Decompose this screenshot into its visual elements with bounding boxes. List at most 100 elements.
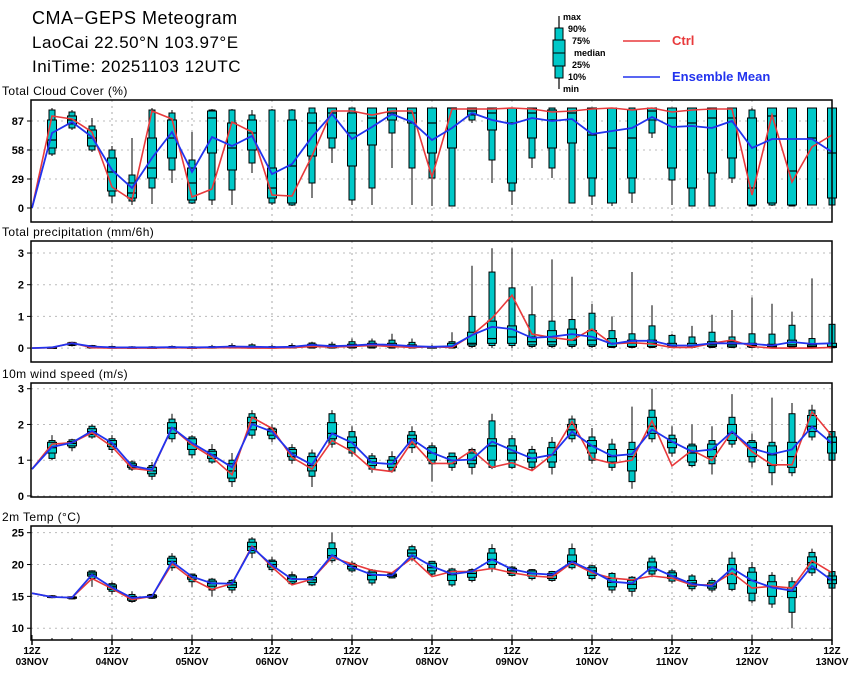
x-tick-date: 11NOV	[656, 657, 689, 668]
panel-frame	[30, 382, 833, 498]
box-plot-31	[647, 388, 657, 443]
y-tick-label: 29	[12, 174, 24, 186]
x-tick-hour: 12Z	[823, 646, 840, 657]
panel-3: 2m Temp (°C) 10 15 20 25	[2, 510, 837, 641]
box-plot-39	[807, 404, 817, 441]
x-tick-date: 09NOV	[496, 657, 529, 668]
box-plot-26	[547, 259, 557, 349]
x-tick-date: 08NOV	[416, 657, 449, 668]
box-plot-17	[367, 568, 377, 586]
box-p25-p75	[807, 107, 817, 206]
panel-2: 10m wind speed (m/s) 0 1 2 3	[2, 367, 837, 503]
box-p25-p75	[647, 416, 657, 434]
x-tick-date: 13NOV	[816, 657, 849, 668]
y-tick-label: 3	[18, 248, 24, 260]
box-plot-36	[747, 433, 757, 468]
panel-frame	[30, 240, 833, 363]
box-p25-p75	[487, 320, 497, 344]
box-plot-12	[267, 109, 277, 205]
y-tick-label: 15	[12, 591, 24, 603]
box-p25-p75	[567, 328, 577, 346]
box-p25-p75	[767, 581, 777, 597]
x-tick-hour: 12Z	[183, 646, 200, 657]
box-plot-27	[567, 107, 577, 204]
box-p25-p75	[687, 445, 697, 463]
box-plot-31	[647, 107, 657, 138]
box-p25-p75	[667, 107, 677, 169]
panel-0: Total Cloud Cover (%) 0 29 58 87	[2, 84, 837, 223]
init-time-label: IniTime: 20251103 12UTC	[32, 57, 241, 76]
legend-mean-label: Ensemble Mean	[672, 69, 771, 84]
box-plot-26	[547, 107, 557, 178]
legend-min: min	[563, 84, 580, 94]
box-plot-25	[527, 107, 537, 168]
box-plot-10	[227, 453, 237, 487]
box-plot-36	[747, 561, 757, 604]
location-label: LaoCai 22.50°N 103.97°E	[32, 33, 239, 52]
box-p10-p90	[208, 109, 216, 201]
x-tick-hour: 12Z	[663, 646, 680, 657]
box-plot-18	[387, 451, 397, 473]
panel-1: Total precipitation (mm/6h) 0 1 2 3	[2, 225, 837, 363]
box-plot-37	[767, 572, 777, 608]
box-p25-p75	[187, 167, 197, 201]
box-p25-p75	[507, 107, 517, 184]
box-plot-33	[687, 424, 697, 468]
box-p25-p75	[587, 107, 597, 179]
x-tick-hour: 12Z	[23, 646, 40, 657]
panel-title: 10m wind speed (m/s)	[2, 367, 128, 381]
x-tick-hour: 12Z	[423, 646, 440, 657]
box-plot-14	[307, 107, 317, 198]
box-p25-p75	[567, 107, 577, 144]
box-plot-38	[787, 107, 797, 207]
box-p25-p75	[507, 325, 517, 344]
legend-p10: 10%	[568, 72, 587, 82]
box-plot-32	[667, 107, 677, 205]
panel-title: Total Cloud Cover (%)	[2, 84, 128, 98]
box-p25-p75	[567, 554, 577, 566]
box-plot-35	[727, 394, 737, 448]
box-p25-p75	[287, 119, 297, 204]
x-tick-date: 06NOV	[256, 657, 289, 668]
box-plot-20	[427, 107, 437, 206]
box-plot-24	[507, 435, 517, 470]
panel-title: 2m Temp (°C)	[2, 510, 81, 524]
box-plot-37	[767, 107, 777, 206]
y-tick-label: 20	[12, 560, 24, 572]
box-p25-p75	[427, 107, 437, 154]
y-tick-label: 0	[18, 343, 24, 355]
panel-title: Total precipitation (mm/6h)	[2, 225, 154, 239]
legend-ctrl-label: Ctrl	[672, 33, 695, 48]
ensemble-mean-line	[31, 545, 833, 599]
box-plot-16	[347, 107, 357, 205]
box-plot-36	[747, 297, 757, 349]
box-p25-p75	[547, 572, 557, 580]
box-p25-p75	[727, 107, 737, 159]
box-p25-p75	[607, 107, 617, 204]
box-p25-p75	[747, 117, 757, 206]
x-tick-hour: 12Z	[343, 646, 360, 657]
box-plot-5	[127, 138, 137, 205]
box-plot-10	[227, 579, 237, 594]
box-plot-36	[747, 108, 757, 207]
box-plot-2	[67, 110, 77, 130]
y-tick-label: 87	[12, 116, 24, 128]
box-p25-p75	[547, 109, 557, 149]
box-plot-21	[447, 567, 457, 587]
box-plot-39	[807, 278, 817, 349]
box-plot-20	[427, 442, 437, 482]
ensemble-mean-line	[31, 111, 833, 209]
box-p25-p75	[767, 107, 777, 204]
legend-p75: 75%	[572, 36, 591, 46]
x-tick-hour: 12Z	[743, 646, 760, 657]
box-p25-p75	[787, 586, 797, 599]
box-p25-p75	[207, 110, 217, 154]
box-plot-23	[487, 248, 497, 349]
box-plot-35	[727, 310, 737, 349]
box-plot-28	[587, 107, 597, 205]
x-tick-date: 04NOV	[96, 657, 129, 668]
y-tick-label: 1	[18, 455, 24, 467]
box-plot-22	[467, 265, 477, 349]
x-tick-date: 05NOV	[176, 657, 209, 668]
ctrl-line	[31, 107, 833, 209]
